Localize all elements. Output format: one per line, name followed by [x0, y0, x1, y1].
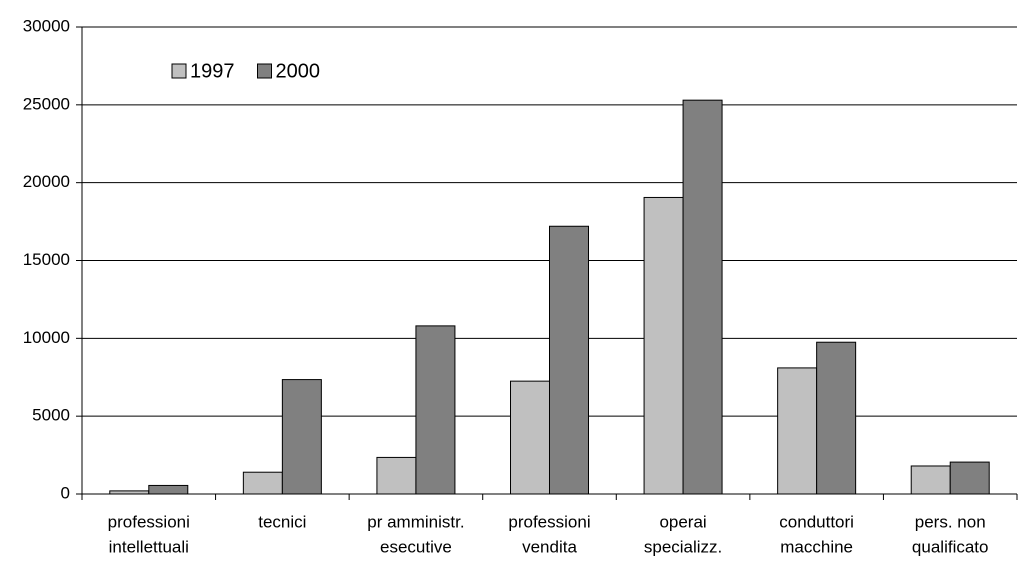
bar	[376, 456, 417, 495]
bar	[777, 367, 818, 495]
bar	[415, 325, 456, 495]
x-tick-label: conduttori	[779, 512, 854, 531]
x-tick-label: professioni	[508, 512, 590, 531]
x-tick-label: operai	[659, 512, 706, 531]
bar	[549, 225, 589, 495]
bar	[510, 380, 550, 495]
x-tick-label: qualificato	[912, 537, 989, 556]
bar	[910, 465, 951, 495]
bar	[109, 490, 150, 495]
bar	[242, 471, 283, 495]
y-tick-label: 10000	[23, 328, 70, 347]
bar	[682, 99, 723, 495]
y-tick-label: 5000	[32, 406, 70, 425]
y-tick-label: 15000	[23, 250, 70, 269]
legend-label: 2000	[276, 60, 321, 82]
y-tick-label: 30000	[23, 16, 70, 35]
x-tick-label: professioni	[108, 512, 190, 531]
bar	[949, 461, 990, 495]
y-tick-label: 25000	[23, 94, 70, 113]
bar	[148, 484, 189, 495]
x-tick-label: macchine	[780, 537, 853, 556]
bar	[816, 341, 857, 495]
x-tick-label: intellettuali	[109, 537, 189, 556]
x-tick-label: pr amministr.	[367, 512, 464, 531]
y-tick-label: 20000	[23, 172, 70, 191]
x-tick-label: tecnici	[258, 512, 306, 531]
legend-swatch	[171, 63, 187, 79]
bar	[281, 379, 322, 495]
x-tick-label: esecutive	[380, 537, 452, 556]
x-tick-label: vendita	[522, 537, 577, 556]
x-tick-label: pers. non	[915, 512, 986, 531]
bar	[643, 196, 684, 495]
legend-swatch	[257, 63, 272, 79]
legend-label: 1997	[190, 60, 235, 82]
x-tick-label: specializz.	[644, 537, 722, 556]
y-tick-label: 0	[61, 483, 70, 502]
